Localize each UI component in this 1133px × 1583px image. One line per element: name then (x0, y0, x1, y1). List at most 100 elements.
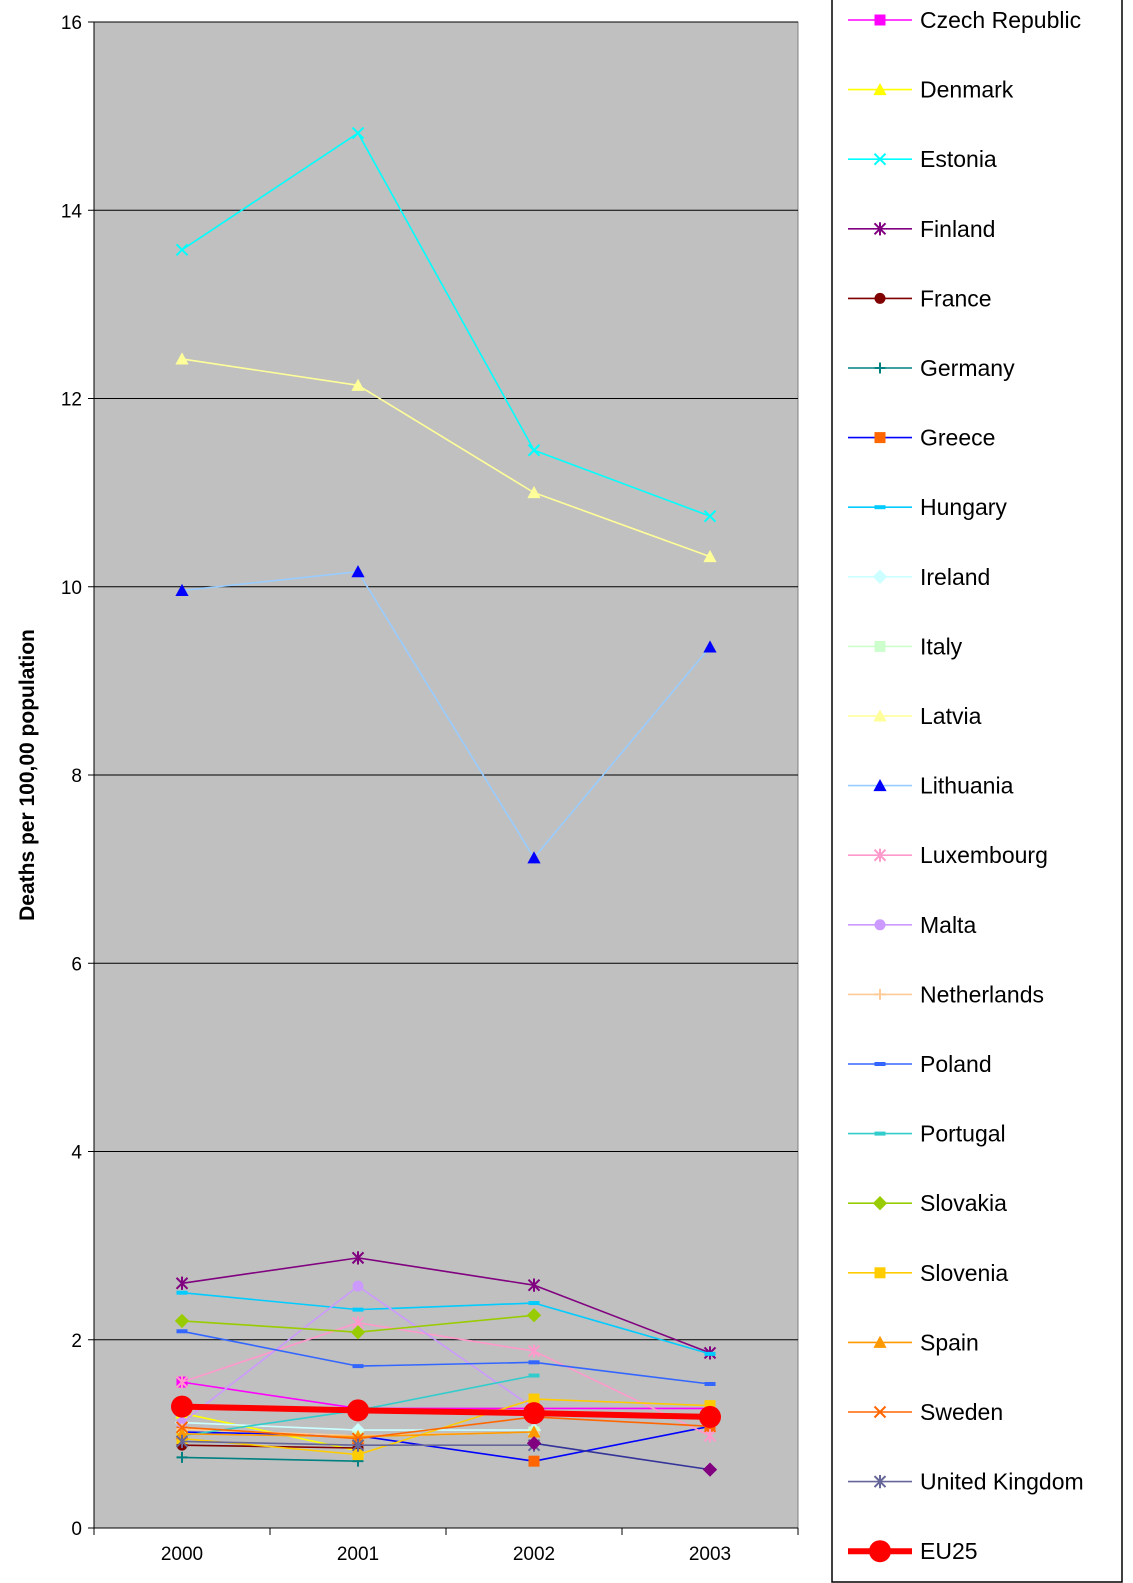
legend-swatch-marker (873, 1335, 887, 1348)
legend-swatch-marker (874, 14, 886, 26)
data-point (176, 1329, 188, 1334)
series-line (181, 1416, 711, 1440)
data-point (175, 1375, 189, 1389)
legend-swatch-marker (873, 222, 887, 236)
legend-swatch-marker (874, 505, 886, 510)
data-point (527, 1425, 541, 1438)
data-point (351, 378, 365, 391)
data-point (528, 1455, 540, 1467)
data-point (351, 1251, 365, 1265)
series-eu25 (171, 1395, 721, 1428)
legend-label: Germany (920, 355, 1015, 381)
data-point (351, 1438, 365, 1452)
data-point (352, 1307, 364, 1312)
y-tick-label: 2 (71, 1331, 82, 1352)
data-point (175, 1276, 189, 1290)
y-tick-label: 10 (61, 578, 82, 599)
series-line (181, 1403, 711, 1420)
legend-swatch-marker (874, 919, 886, 931)
data-point (176, 1290, 188, 1295)
legend-label: Lithuania (920, 773, 1014, 799)
legend-item: Malta (848, 912, 976, 938)
legend-item: EU25 (848, 1538, 978, 1564)
data-point (175, 1427, 189, 1440)
series-luxembourg (175, 1316, 717, 1443)
legend-label: Latvia (920, 703, 982, 729)
series-slovakia (174, 1308, 542, 1340)
data-point (352, 1280, 364, 1292)
legend-item: Slovakia (848, 1190, 1007, 1216)
legend-item: Latvia (848, 703, 982, 729)
x-tick-label: 2000 (161, 1544, 203, 1565)
series-line (181, 132, 711, 517)
series-line (181, 570, 711, 859)
series-latvia (175, 352, 717, 563)
data-point (175, 1434, 189, 1449)
legend-swatch-marker (874, 1131, 886, 1136)
series-estonia (175, 126, 717, 523)
data-point (171, 1395, 193, 1418)
series-hungary (176, 1290, 716, 1356)
legend-item: Ireland (848, 564, 990, 590)
y-tick-label: 8 (71, 766, 82, 787)
legend-item: Czech Republic (848, 7, 1081, 33)
data-point (526, 1308, 542, 1323)
legend-swatch-marker (873, 848, 887, 862)
series-poland (176, 1329, 716, 1386)
legend-swatch-marker (874, 988, 886, 1000)
data-point (174, 1313, 190, 1329)
data-point (703, 509, 717, 523)
legend-item: Italy (848, 633, 963, 659)
data-point (350, 1325, 366, 1340)
legend-item: Hungary (848, 494, 1007, 520)
legend-swatch-marker (873, 152, 887, 166)
data-point (703, 640, 717, 653)
legend-label: United Kingdom (920, 1469, 1084, 1495)
data-point (175, 243, 189, 256)
legend-item: Poland (848, 1051, 992, 1077)
data-point (351, 126, 365, 140)
legend-item: Estonia (848, 146, 997, 172)
data-point (175, 1421, 189, 1434)
series-unlabeled (526, 1436, 718, 1477)
series-lithuania (175, 565, 717, 864)
legend-item: Netherlands (848, 981, 1044, 1007)
legend-label: Spain (920, 1329, 979, 1355)
data-point (523, 1402, 545, 1425)
y-tick-label: 4 (71, 1143, 82, 1164)
y-tick-label: 16 (61, 13, 82, 34)
data-point (352, 1364, 364, 1369)
legend-label: Finland (920, 216, 995, 242)
legend-label: Netherlands (920, 981, 1044, 1007)
legend-swatch-marker (874, 292, 886, 304)
legend-swatch-marker (869, 1540, 891, 1563)
data-point (527, 851, 541, 864)
data-point (175, 352, 189, 365)
series-line (181, 1291, 711, 1355)
data-point (347, 1399, 369, 1422)
legend-label: Slovakia (920, 1190, 1007, 1216)
data-point (527, 1344, 541, 1358)
legend-item: Germany (848, 355, 1015, 381)
legend: Czech Republic Denmark Estonia Finland Franc… (848, 7, 1084, 1564)
legend-swatch-marker (872, 569, 888, 584)
data-point (528, 1393, 540, 1405)
legend-label: Sweden (920, 1399, 1003, 1425)
legend-label: Czech Republic (920, 7, 1081, 33)
data-point (528, 1301, 540, 1306)
legend-swatch-marker (873, 1475, 887, 1489)
legend-item: Denmark (848, 77, 1014, 103)
data-point (703, 1429, 717, 1443)
legend-swatch-marker (872, 1196, 888, 1211)
series-line (533, 1442, 711, 1471)
series-line (181, 1381, 710, 1410)
legend-item: Portugal (848, 1121, 1006, 1147)
data-point (527, 1278, 541, 1292)
legend-item: Greece (848, 425, 995, 451)
legend-item: Slovenia (848, 1260, 1008, 1286)
legend-label: Denmark (920, 77, 1014, 103)
series-line (181, 1257, 711, 1354)
legend-label: Hungary (920, 494, 1007, 520)
data-point (704, 1351, 716, 1356)
